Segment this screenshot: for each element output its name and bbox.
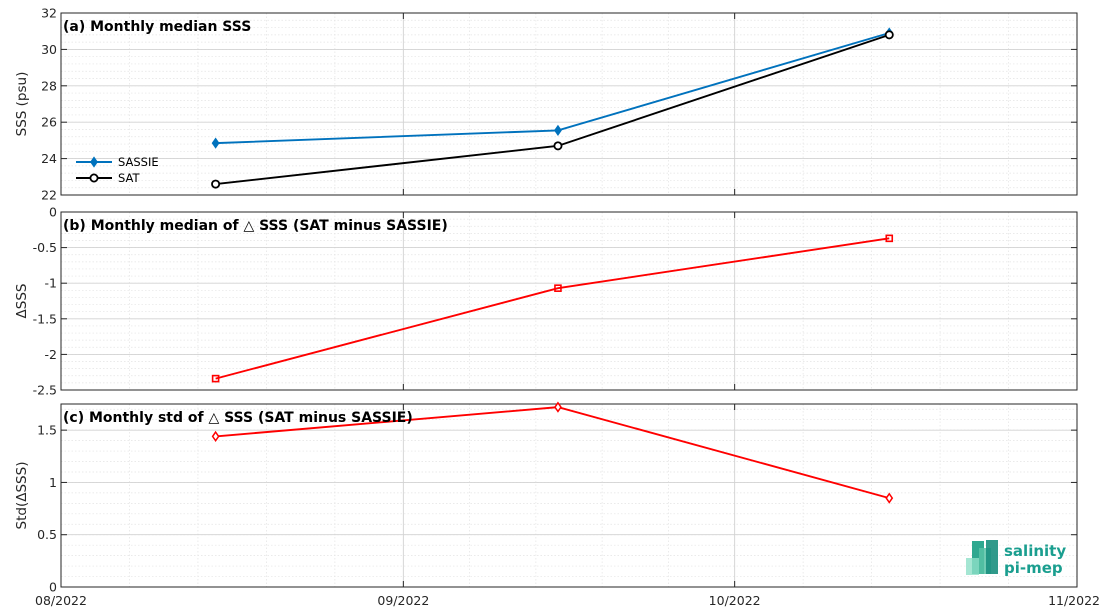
legend-marker (89, 173, 99, 183)
series-sat (211, 30, 894, 189)
series-delta-sss (211, 234, 894, 383)
logo-line1: salinity (1004, 542, 1066, 560)
y-tick-label: 0 (49, 580, 57, 595)
legend-label: SASSIE (118, 155, 159, 169)
data-point (885, 234, 894, 243)
legend-marker (90, 156, 98, 168)
y-tick-label: 0.5 (37, 527, 57, 542)
plot-box (60, 403, 1078, 588)
data-point (553, 141, 563, 151)
panel-title: (b) Monthly median of △ SSS (SAT minus S… (63, 218, 448, 234)
panel-a: 22 24 26 28 30 32 SSS (psu) (a) Monthly median … (14, 6, 1078, 203)
series-delta-sss (211, 401, 894, 504)
x-tick-label: 09/2022 (377, 593, 429, 608)
y-tick-label: 28 (41, 78, 57, 93)
y-tick-label: 1.5 (37, 423, 57, 438)
panel-b: -2.5 -2 -1.5 -1 -0.5 0 ΔSSS (b) Monthly median … (14, 205, 1078, 398)
data-point (884, 30, 894, 40)
plot-box (60, 12, 1078, 196)
logo-icon (966, 540, 998, 575)
y-tick-label: -1.5 (33, 311, 57, 326)
y-axis-label: SSS (psu) (14, 72, 30, 137)
panel-c: 0 0.5 1 1.5 Std(ΔSSS) (c) Monthly std of △ SS… (14, 401, 1078, 595)
data-point (554, 284, 562, 292)
data-point (211, 137, 220, 149)
data-point (885, 492, 894, 504)
y-tick-label: 0 (49, 205, 57, 220)
data-point (554, 124, 562, 137)
series-line (215, 33, 890, 186)
data-point (554, 401, 562, 413)
y-tick-label: 1 (49, 475, 57, 490)
series-line (215, 237, 890, 380)
y-tick-label: 32 (41, 6, 57, 21)
legend: SASSIE SAT (76, 155, 159, 185)
y-axis-label: Std(ΔSSS) (14, 462, 30, 530)
y-axis-label: ΔSSS (14, 284, 30, 319)
y-tick-label: -2 (45, 347, 57, 362)
y-tick-label: 22 (41, 188, 57, 203)
y-tick-label: 24 (41, 151, 57, 166)
y-tick-label: -2.5 (33, 383, 57, 398)
legend-entry-sassie: SASSIE (76, 155, 159, 169)
y-tick-label: -1 (45, 276, 57, 291)
logo-line2: pi-mep (1004, 559, 1063, 577)
legend-entry-sat: SAT (76, 171, 140, 185)
data-point (211, 430, 220, 443)
x-tick-label: 08/2022 (35, 593, 87, 608)
y-tick-label: -0.5 (33, 240, 57, 255)
panel-title: (c) Monthly std of △ SSS (SAT minus SASS… (63, 410, 413, 426)
y-tick-label: 26 (41, 115, 57, 130)
salinity-pi-mep-logo: salinity pi-mep (966, 540, 1066, 577)
data-point (211, 179, 221, 189)
x-tick-label: 10/2022 (709, 593, 761, 608)
data-point (211, 374, 220, 383)
plot-box (60, 211, 1078, 391)
x-tick-label: 11/2022 (1048, 593, 1100, 608)
y-tick-label: 30 (41, 42, 57, 57)
panel-title: (a) Monthly median SSS (63, 19, 251, 35)
legend-label: SAT (118, 171, 140, 185)
